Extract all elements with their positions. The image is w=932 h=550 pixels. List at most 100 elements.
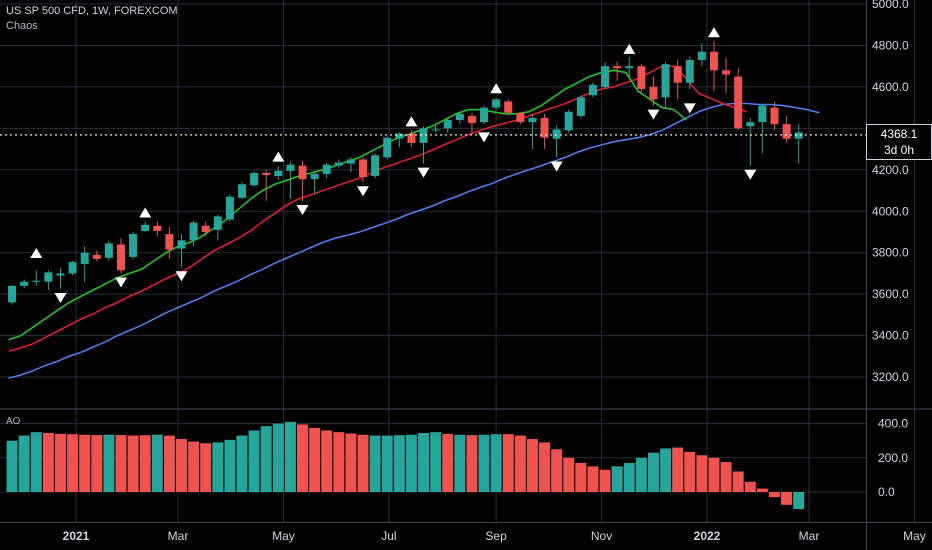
ao-bar [357, 434, 369, 492]
price-tick-label: 3600.0 [872, 287, 909, 301]
ao-bar [466, 435, 478, 492]
ao-bar [526, 438, 538, 492]
candle-body [673, 66, 682, 83]
candle-body [492, 99, 501, 108]
candle-body [44, 272, 53, 282]
ao-bar [623, 462, 635, 492]
fractal-up-marker [623, 43, 636, 54]
price-tick-label: 3800.0 [872, 246, 909, 260]
ao-bar [30, 432, 42, 492]
candle-body [455, 113, 464, 121]
indicator-name: Chaos [6, 20, 38, 32]
fractal-down-marker [54, 293, 67, 304]
ao-bar [514, 435, 526, 492]
ao-bar [672, 447, 684, 492]
ao-tick-label: 200.0 [878, 451, 908, 465]
ao-bar [405, 434, 417, 492]
candle-body [56, 273, 65, 276]
candle-body [661, 64, 670, 98]
candle-body [238, 184, 247, 198]
ao-bar [212, 442, 224, 492]
candle-body [722, 70, 731, 75]
ao-bar [272, 423, 284, 492]
candle-body [528, 117, 537, 123]
ao-bar [490, 434, 502, 492]
ao-bar [647, 452, 659, 492]
ao-bar [478, 434, 490, 492]
fractal-up-marker [30, 247, 43, 258]
ao-bar [793, 492, 805, 510]
candle-body [625, 66, 634, 69]
time-tick-label: Mar [799, 529, 820, 543]
time-tick-label: Sep [485, 529, 507, 543]
ao-bar [696, 455, 708, 492]
candle-body [153, 225, 162, 231]
ao-bar [284, 421, 296, 492]
price-tick-label: 4200.0 [872, 163, 909, 177]
ao-bar [430, 432, 442, 492]
candle-body [262, 172, 271, 175]
ao-bar [744, 481, 756, 492]
bar-countdown: 3d 0h [883, 143, 915, 157]
candle-body [201, 225, 210, 232]
ao-bar [369, 435, 381, 492]
ao-bar [248, 430, 260, 492]
ao-bar [309, 427, 321, 492]
candle-body [480, 107, 489, 123]
candle-body [20, 281, 29, 286]
time-tick-label: Nov [591, 529, 612, 543]
fractal-down-marker [683, 103, 696, 114]
ao-bar [635, 457, 647, 492]
fractal-up-marker [139, 207, 152, 218]
ao-bar [127, 435, 139, 492]
candle-body [685, 59, 694, 83]
ao-bar [587, 466, 599, 492]
ao-bar [732, 471, 744, 492]
time-tick-label: 2022 [694, 529, 721, 543]
ao-bar [103, 434, 115, 492]
ao-bar [393, 435, 405, 492]
ao-bar [176, 438, 187, 492]
fractal-down-marker [647, 109, 660, 120]
price-tick-label: 3200.0 [872, 370, 909, 384]
ao-bar [18, 435, 30, 492]
candle-body [576, 97, 585, 116]
time-tick-label: May [272, 529, 295, 543]
candle-body [540, 117, 549, 138]
ao-bar [563, 457, 575, 492]
candle-body [346, 159, 355, 164]
candle-body [80, 252, 89, 265]
time-tick-label: 2021 [63, 529, 90, 543]
candle-body [794, 132, 803, 139]
candle-body [770, 107, 779, 125]
last-price-badge[interactable]: 4368.1 3d 0h [866, 124, 932, 160]
ao-bar [151, 434, 163, 492]
candle-body [601, 66, 610, 87]
ao-bar [224, 439, 236, 492]
candle-body [213, 216, 222, 230]
candle-body [552, 129, 561, 139]
ao-bar [260, 426, 272, 492]
candle-body [516, 112, 525, 123]
ao-bar [42, 433, 54, 492]
fractal-down-marker [550, 161, 563, 172]
ao-bar [67, 434, 79, 492]
ao-bar [551, 449, 563, 492]
ao-bar [442, 433, 454, 492]
candle-body [383, 137, 392, 158]
price-tick-label: 4600.0 [872, 80, 909, 94]
candle-body [564, 111, 573, 131]
ao-bar [200, 443, 212, 492]
candle-body [419, 128, 428, 143]
candle-body [734, 76, 743, 129]
candle-body [189, 222, 198, 241]
candle-body [758, 105, 767, 123]
fractal-up-marker [405, 116, 418, 127]
fractal-up-marker [707, 27, 720, 38]
price-tick-label: 3400.0 [872, 329, 909, 343]
candle-body [613, 66, 622, 69]
candle-body [129, 234, 138, 257]
candle-body [165, 234, 174, 250]
ao-bar [6, 440, 18, 492]
candle-body [177, 240, 186, 249]
